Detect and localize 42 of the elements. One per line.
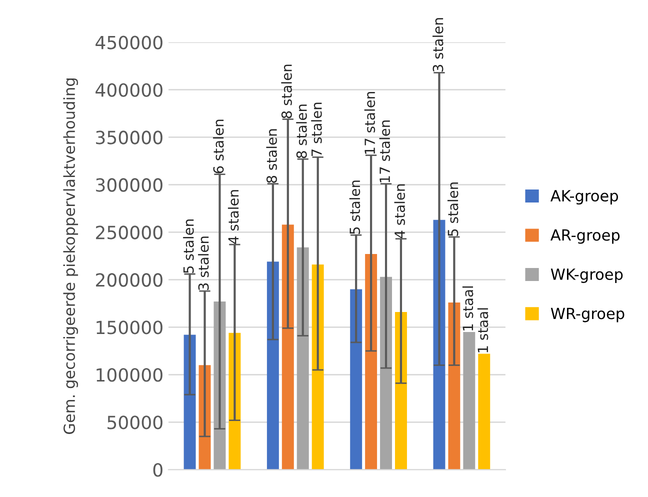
bar — [478, 354, 490, 470]
annotation: 6 stalen — [212, 120, 224, 174]
y-tick-label: 300000 — [96, 178, 162, 192]
bar — [266, 262, 279, 470]
annotation: 4 stalen — [228, 190, 239, 244]
annotation: 8 stalen — [281, 64, 292, 118]
bar — [184, 334, 196, 470]
bar — [365, 254, 378, 470]
annotation: 4 stalen — [394, 184, 406, 238]
legend-label: WK-groep — [550, 268, 623, 283]
y-tick-label: 250000 — [96, 226, 162, 240]
bar — [463, 332, 476, 470]
annotation: 7 stalen — [311, 102, 322, 156]
y-axis-title: Gem. gecorrigeerde piekoppervlaktverhouding — [63, 78, 78, 434]
annotation: 8 stalen — [266, 129, 277, 183]
y-tick-label: 0 — [153, 463, 162, 477]
bar — [282, 224, 294, 470]
bar — [448, 302, 460, 470]
y-tick-label: 400000 — [96, 83, 162, 97]
annotation: 3 stalen — [432, 18, 444, 72]
annotation: 8 stalen — [296, 104, 307, 158]
y-tick-label: 100000 — [96, 368, 162, 382]
bar — [296, 247, 309, 470]
annotation: 5 stalen — [447, 182, 458, 236]
y-tick-label: 350000 — [96, 130, 162, 144]
legend-label: AK-groep — [550, 190, 618, 204]
annotation: 5 stalen — [349, 180, 360, 234]
legend-label: WR-groep — [550, 308, 624, 322]
y-tick-label: 200000 — [96, 273, 162, 287]
bar — [395, 312, 407, 470]
bar — [350, 289, 362, 470]
y-tick-label: 450000 — [96, 36, 162, 50]
annotation: 1 staal — [462, 286, 474, 330]
annotation: 17 stalen — [364, 92, 376, 154]
legend-label: AR-groep — [550, 229, 620, 244]
annotation: 5 stalen — [183, 220, 194, 273]
bar — [380, 276, 392, 470]
annotation: 3 stalen — [198, 236, 209, 290]
annotation: 17 stalen — [379, 120, 390, 182]
annotation: 1 staal — [477, 308, 488, 352]
y-tick-label: 150000 — [96, 320, 162, 334]
y-tick-label: 50000 — [108, 416, 162, 430]
